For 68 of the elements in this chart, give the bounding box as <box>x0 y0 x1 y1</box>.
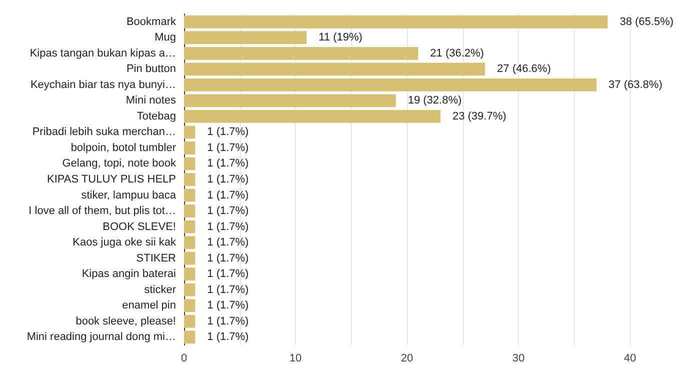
y-tick-label: Mug <box>154 32 176 44</box>
bar <box>184 142 196 154</box>
y-tick-label: BOOK SLEVE! <box>102 220 176 233</box>
data-label: 1 (1.7%) <box>207 205 249 218</box>
data-label: 1 (1.7%) <box>207 268 249 280</box>
bar <box>184 299 196 312</box>
x-tick-label: 30 <box>512 352 525 364</box>
y-tick-label: I love all of them, but plis tot… <box>28 205 176 218</box>
data-label: 1 (1.7%) <box>207 284 249 296</box>
y-tick-label: enamel pin <box>122 300 176 312</box>
data-label: 37 (63.8%) <box>608 78 662 91</box>
data-label: 1 (1.7%) <box>207 158 249 170</box>
y-tick-label: STIKER <box>136 252 176 264</box>
y-tick-label: Kipas tangan bukan kipas a… <box>30 47 176 60</box>
data-label: 1 (1.7%) <box>207 126 249 138</box>
bar <box>184 78 597 92</box>
bar <box>184 268 196 281</box>
y-tick-label: Bookmark <box>126 16 176 28</box>
data-label: 38 (65.5%) <box>620 16 674 28</box>
x-tick-label: 40 <box>624 352 636 364</box>
y-tick-label: bolpoin, botol tumbler <box>70 142 176 154</box>
bar <box>184 94 396 108</box>
data-label: 1 (1.7%) <box>207 236 249 249</box>
data-label: 27 (46.6%) <box>497 63 551 76</box>
y-tick-label: Keychain biar tas nya bunyi… <box>30 78 176 91</box>
y-tick-label: Gelang, topi, note book <box>62 158 176 170</box>
data-label: 1 (1.7%) <box>207 331 249 344</box>
bar <box>184 126 196 139</box>
bar <box>184 204 196 218</box>
y-tick-label: Kaos juga oke sii kak <box>72 236 176 249</box>
bar <box>184 252 196 265</box>
y-tick-label: Pribadi lebih suka merchan… <box>32 126 176 138</box>
bar <box>184 62 486 76</box>
data-label: 1 (1.7%) <box>207 220 249 233</box>
bar <box>184 15 608 28</box>
bar <box>184 330 196 344</box>
y-tick-label: Pin button <box>126 63 176 76</box>
data-label: 19 (32.8%) <box>408 94 462 107</box>
data-label: 21 (36.2%) <box>430 47 484 60</box>
data-label: 1 (1.7%) <box>207 252 249 264</box>
y-tick-label: KIPAS TULUY PLIS HELP <box>46 174 176 186</box>
bar <box>184 314 196 328</box>
bar <box>184 188 196 202</box>
bar <box>184 46 418 60</box>
data-label: 1 (1.7%) <box>207 174 249 186</box>
y-tick-label: sticker <box>144 284 176 296</box>
data-label: 1 (1.7%) <box>207 300 249 312</box>
y-tick-label: Mini notes <box>126 94 176 107</box>
x-tick-label: 0 <box>180 352 188 364</box>
bar <box>184 236 196 250</box>
y-tick-label: book sleeve, please! <box>76 315 176 328</box>
y-tick-label: Kipas angin baterai <box>82 268 176 280</box>
data-label: 23 (39.7%) <box>452 110 506 122</box>
bar <box>184 220 196 234</box>
bar <box>184 110 440 123</box>
y-tick-label: Totebag <box>136 110 176 122</box>
y-tick-label: stiker, lampuu baca <box>81 189 177 202</box>
bar <box>184 31 307 44</box>
y-tick-label: Mini reading journal dong mi… <box>26 331 176 344</box>
data-label: 1 (1.7%) <box>207 315 249 328</box>
bar <box>184 173 196 186</box>
data-label: 11 (19%) <box>318 32 362 44</box>
data-label: 1 (1.7%) <box>207 189 249 202</box>
data-label: 1 (1.7%) <box>207 142 249 154</box>
bar <box>184 283 196 296</box>
x-tick-label: 20 <box>400 352 414 364</box>
bar <box>184 157 196 170</box>
x-tick-label: 10 <box>289 352 302 364</box>
